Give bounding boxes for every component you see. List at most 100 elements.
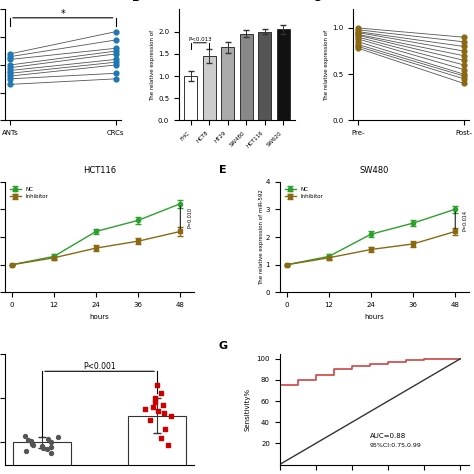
Point — [355, 34, 362, 41]
Bar — [240, 34, 253, 120]
Bar — [277, 29, 290, 120]
Text: P<0.013: P<0.013 — [188, 37, 212, 42]
Bar — [221, 47, 234, 120]
Point — [460, 56, 468, 64]
Point — [47, 438, 55, 446]
Point — [355, 38, 362, 46]
Text: P=0.014: P=0.014 — [462, 210, 467, 231]
Point — [355, 31, 362, 38]
Point — [154, 381, 161, 388]
Point — [141, 405, 148, 413]
Point — [54, 433, 62, 441]
Point — [112, 50, 119, 58]
Point — [112, 75, 119, 82]
Point — [112, 70, 119, 77]
Point — [39, 444, 46, 451]
Point — [161, 425, 168, 433]
Point — [460, 43, 468, 50]
Point — [157, 390, 165, 397]
Bar — [184, 76, 197, 120]
Point — [47, 443, 55, 451]
Point — [6, 53, 14, 61]
Point — [6, 64, 14, 72]
Bar — [203, 56, 216, 120]
Point — [460, 66, 468, 73]
Bar — [128, 416, 186, 474]
Point — [38, 442, 46, 450]
Point — [112, 47, 119, 55]
Bar — [13, 442, 71, 474]
Text: P<0.001: P<0.001 — [83, 362, 116, 371]
Point — [161, 410, 168, 417]
Text: P=0.010: P=0.010 — [187, 207, 192, 228]
Point — [45, 435, 52, 443]
Point — [164, 441, 172, 448]
Point — [146, 416, 154, 424]
Point — [460, 34, 468, 41]
Text: C: C — [312, 0, 320, 2]
Point — [355, 45, 362, 52]
Point — [48, 450, 55, 457]
Point — [460, 72, 468, 80]
Point — [6, 61, 14, 69]
Point — [112, 61, 119, 69]
Text: E: E — [219, 164, 227, 174]
Text: G: G — [219, 341, 228, 351]
Text: 95%CI:0.75,0.99: 95%CI:0.75,0.99 — [370, 443, 422, 447]
Point — [355, 32, 362, 39]
Point — [460, 61, 468, 69]
Point — [159, 401, 167, 409]
Point — [355, 29, 362, 36]
Y-axis label: The relative expression of: The relative expression of — [150, 29, 155, 100]
Point — [151, 399, 159, 406]
Point — [21, 432, 29, 439]
Point — [6, 72, 14, 80]
Y-axis label: Sensitivity%: Sensitivity% — [245, 387, 251, 430]
X-axis label: hours: hours — [365, 314, 384, 320]
X-axis label: hours: hours — [90, 314, 109, 320]
Text: AUC=0.88: AUC=0.88 — [370, 433, 406, 439]
Point — [6, 81, 14, 88]
Point — [460, 52, 468, 60]
Point — [355, 43, 362, 50]
Point — [112, 45, 119, 52]
Point — [355, 24, 362, 32]
Legend: NC, Inhibitor: NC, Inhibitor — [8, 184, 50, 201]
Bar — [258, 32, 271, 120]
Point — [6, 70, 14, 77]
Y-axis label: The relative expression of miR-592: The relative expression of miR-592 — [259, 189, 264, 285]
Point — [112, 36, 119, 44]
Point — [460, 47, 468, 55]
Point — [155, 408, 162, 415]
Point — [151, 394, 158, 402]
Point — [22, 447, 29, 455]
Point — [460, 38, 468, 46]
Legend: NC, Inhibitor: NC, Inhibitor — [283, 184, 325, 201]
Point — [149, 403, 156, 410]
Point — [168, 412, 175, 419]
Point — [27, 438, 35, 445]
Point — [157, 434, 164, 442]
Point — [28, 440, 36, 447]
Point — [112, 28, 119, 36]
Point — [6, 55, 14, 63]
Text: B: B — [132, 0, 141, 2]
Title: SW480: SW480 — [360, 166, 389, 175]
Point — [6, 67, 14, 74]
Point — [355, 26, 362, 34]
Point — [6, 75, 14, 82]
Point — [355, 41, 362, 48]
Y-axis label: The relative expression of: The relative expression of — [324, 29, 329, 100]
Point — [112, 55, 119, 63]
Point — [460, 75, 468, 82]
Point — [43, 445, 51, 453]
Point — [112, 58, 119, 66]
Point — [355, 28, 362, 36]
Point — [29, 441, 36, 448]
Point — [460, 80, 468, 87]
Point — [6, 50, 14, 58]
Text: *: * — [60, 9, 65, 18]
Point — [24, 436, 32, 444]
Point — [460, 71, 468, 78]
Point — [355, 35, 362, 43]
